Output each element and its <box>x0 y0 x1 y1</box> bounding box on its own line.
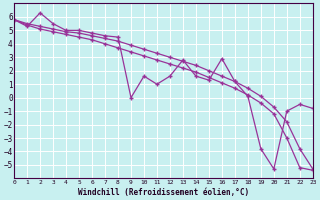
X-axis label: Windchill (Refroidissement éolien,°C): Windchill (Refroidissement éolien,°C) <box>78 188 249 197</box>
